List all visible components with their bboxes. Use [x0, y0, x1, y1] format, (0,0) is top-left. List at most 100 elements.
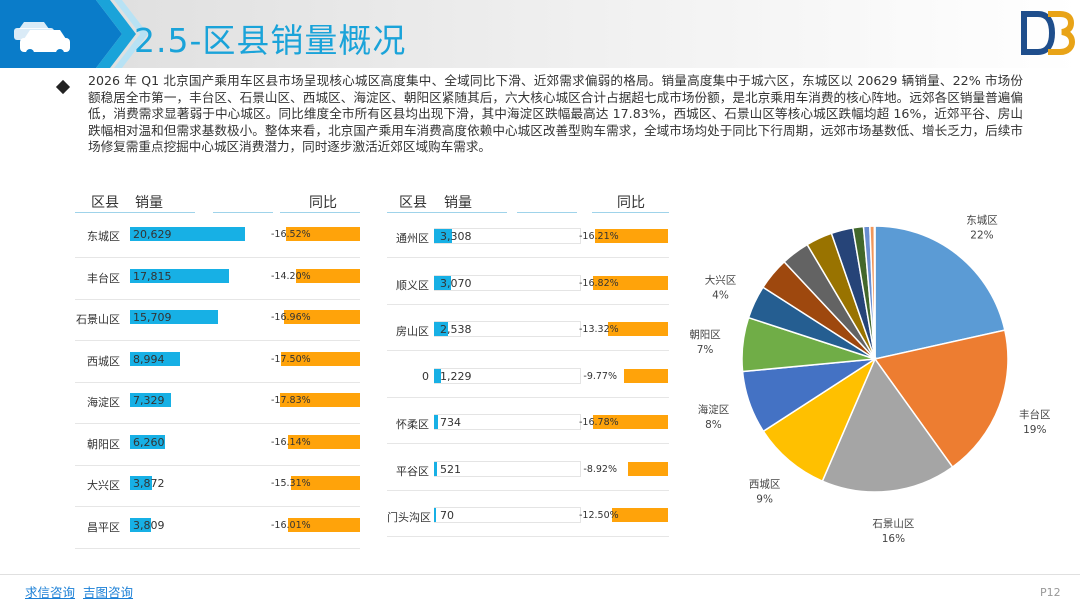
sales-value: 17,815	[133, 269, 172, 283]
row-divider	[387, 350, 669, 351]
sales-bar	[434, 415, 439, 429]
sales-value: 8,994	[133, 352, 165, 366]
sales-value: 6,260	[133, 435, 165, 449]
yoy-value: -17.50%	[271, 353, 311, 365]
table-row: 石景山区 15,709 -16.96%	[75, 297, 360, 341]
district-name: 东城区	[87, 230, 120, 243]
district-name: 0	[422, 369, 429, 383]
table-row: 0 1,229 -9.77%	[387, 354, 669, 398]
sales-bar	[434, 508, 436, 522]
sales-bar	[434, 368, 441, 383]
district-name: 顺义区	[396, 278, 429, 292]
district-name: 怀柔区	[396, 418, 429, 431]
pie-slice	[821, 357, 954, 493]
table-row: 房山区 2,538 -13.32%	[387, 307, 669, 351]
district-name: 门头沟区	[387, 511, 431, 524]
yoy-value: -16.82%	[579, 277, 619, 289]
district-name: 房山区	[396, 325, 429, 338]
page-title: 2.5-区县销量概况	[134, 21, 407, 60]
district-name: 西城区	[87, 354, 120, 368]
sales-bar	[130, 517, 152, 532]
district-table-right: 区县 销量 同比 通州区 3,308 -16.21% 顺义区 3,070 -16.82% 房…	[387, 192, 669, 552]
table-row: 海淀区 7,329 -17.83%	[75, 380, 360, 424]
table-row: 门头沟区 70 -12.50%	[387, 493, 669, 537]
pie-label-name: 朝阳区	[690, 329, 721, 341]
sales-bar	[130, 434, 165, 449]
table-row: 顺义区 3,070 -16.82%	[387, 261, 669, 305]
yoy-value: -16.52%	[271, 229, 311, 240]
pie-label-name: 海淀区	[698, 403, 730, 416]
yoy-value: -15.31%	[271, 478, 311, 489]
yoy-value: -14.20%	[271, 270, 311, 282]
pie-label-percent: 4%	[712, 290, 729, 302]
pie-label-percent: 16%	[882, 533, 905, 545]
yoy-bar	[627, 461, 668, 476]
row-divider	[75, 506, 360, 507]
sales-value: 734	[440, 416, 461, 429]
yoy-bar	[595, 229, 668, 243]
row-divider	[387, 536, 669, 537]
yoy-bar	[611, 508, 668, 522]
summary-text: 2026 年 Q1 北京国产乘用车区县市场呈现核心城区高度集中、全域同比下滑、近…	[88, 73, 1023, 155]
table-row: 东城区 20,629 -16.52%	[75, 214, 360, 258]
yoy-bar	[283, 310, 360, 324]
row-divider	[387, 257, 669, 258]
yoy-bar	[287, 434, 360, 449]
row-divider	[387, 489, 669, 491]
yoy-bar	[592, 415, 668, 429]
yoy-value: -16.14%	[271, 436, 311, 448]
table-row: 昌平区 3,809 -16.01%	[75, 505, 360, 549]
row-divider	[75, 298, 360, 300]
pie-label-percent: 19%	[1023, 424, 1046, 436]
district-name: 海淀区	[87, 396, 120, 409]
pie-label-name: 西城区	[749, 479, 781, 491]
sales-value: 7,329	[133, 394, 165, 407]
footer-link-qiuxin[interactable]: 求信咨询	[25, 585, 76, 600]
yoy-value: -9.77%	[583, 370, 617, 382]
row-divider	[387, 443, 669, 444]
district-share-pie-chart: 东城区 22% 丰台区 19% 石景山区 16% 西城区 9% 海淀区 8% 朝阳区 7% 大兴区 4%	[690, 214, 1051, 545]
yoy-value: -16.96%	[271, 312, 311, 323]
pie-slice	[873, 329, 1009, 469]
sales-bar	[434, 275, 452, 290]
header-district: 区县	[91, 195, 119, 211]
yoy-value: -8.92%	[583, 463, 617, 475]
sales-bar	[434, 461, 437, 476]
footer-links: 求信咨询 吉图咨询	[25, 582, 137, 601]
sales-value: 521	[440, 462, 461, 476]
pie-label-percent: 7%	[697, 344, 714, 356]
header-yoy: 同比	[617, 195, 645, 211]
header-sales: 销量	[135, 195, 163, 211]
brand-logo-icon	[1021, 11, 1076, 55]
sales-value: 15,709	[133, 311, 172, 324]
sales-value: 1,229	[440, 369, 472, 383]
sales-bar	[130, 393, 171, 407]
district-name: 朝阳区	[87, 437, 120, 451]
sales-value: 3,308	[440, 230, 472, 243]
table-row: 怀柔区 734 -16.78%	[387, 400, 669, 444]
bullet-icon	[55, 79, 71, 95]
footer-link-jitu[interactable]: 吉图咨询	[83, 585, 134, 600]
header-banner	[0, 0, 1080, 68]
row-divider	[75, 340, 360, 341]
row-divider	[387, 396, 669, 398]
sales-bar	[130, 351, 181, 366]
sales-bar	[130, 227, 245, 241]
page-number: P12	[1040, 586, 1061, 599]
yoy-value: -16.78%	[579, 417, 619, 428]
row-divider	[75, 423, 360, 424]
header-district: 区县	[399, 195, 427, 211]
row-divider	[75, 257, 360, 258]
yoy-value: -16.21%	[579, 231, 619, 242]
sales-value: 2,538	[440, 323, 472, 336]
pie-label-name: 大兴区	[705, 274, 737, 287]
yoy-bar	[624, 368, 668, 383]
pie-slice	[874, 225, 1006, 360]
sales-value: 3,070	[440, 276, 472, 290]
sales-bar	[434, 322, 449, 336]
pie-label-name: 东城区	[966, 214, 998, 227]
district-name: 通州区	[396, 232, 429, 245]
pie-label-percent: 22%	[970, 230, 993, 242]
car-icon	[14, 22, 70, 57]
row-divider	[75, 464, 360, 466]
